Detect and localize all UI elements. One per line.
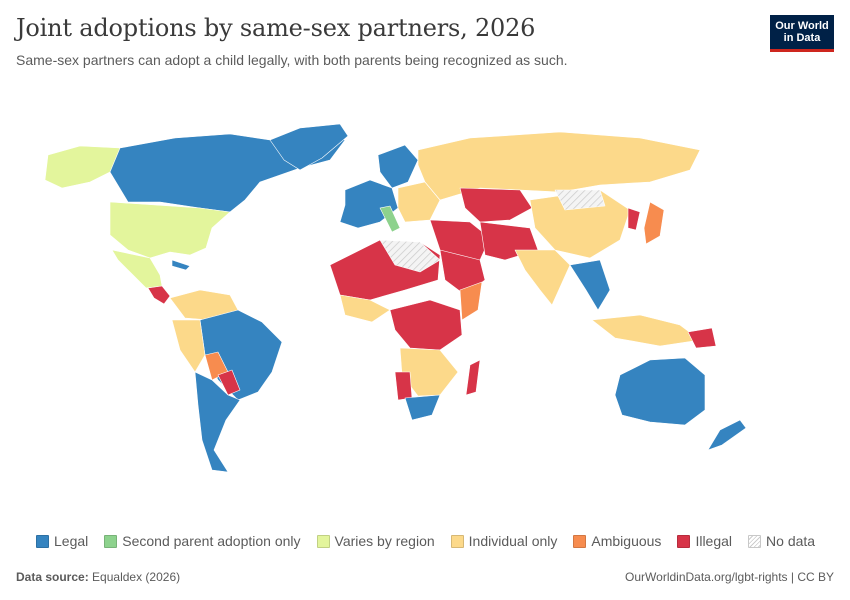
- legend-swatch-individual: [450, 534, 464, 548]
- region-new-zealand[interactable]: [707, 419, 747, 451]
- legend-item-ambiguous[interactable]: Ambiguous: [573, 533, 661, 549]
- world-map[interactable]: [0, 110, 850, 480]
- data-source-value[interactable]: Equaldex (2026): [92, 570, 181, 584]
- region-japan[interactable]: [643, 201, 665, 245]
- legend-label: Legal: [54, 533, 89, 549]
- data-source-label: Data source:: [16, 570, 89, 584]
- legend-item-no-data[interactable]: No data: [748, 533, 815, 549]
- legend-item-varies[interactable]: Varies by region: [316, 533, 435, 549]
- region-papua[interactable]: [687, 327, 717, 349]
- region-russia[interactable]: [417, 131, 701, 201]
- region-central-africa[interactable]: [389, 299, 463, 351]
- region-southern-cone[interactable]: [194, 371, 241, 473]
- legend-label: No data: [766, 533, 816, 549]
- region-korea[interactable]: [627, 207, 641, 231]
- legend-item-illegal[interactable]: Illegal: [677, 533, 732, 549]
- legend-label: Second parent adoption only: [122, 533, 301, 549]
- legend-swatch-no-data: [748, 534, 762, 548]
- chart-title: Joint adoptions by same-sex partners, 20…: [16, 14, 536, 42]
- region-kazakhstan[interactable]: [459, 187, 533, 223]
- region-east-africa[interactable]: [459, 281, 483, 321]
- legend-swatch-varies: [316, 534, 330, 548]
- data-source: Data source: Equaldex (2026): [16, 570, 180, 584]
- region-scandinavia[interactable]: [377, 144, 419, 189]
- region-west-europe[interactable]: [339, 179, 399, 229]
- region-sahara-nodata[interactable]: [379, 239, 441, 273]
- region-west-africa[interactable]: [339, 294, 391, 323]
- region-greenland[interactable]: [269, 123, 349, 171]
- region-paraguay[interactable]: [217, 369, 241, 396]
- legend-swatch-ambiguous: [573, 534, 587, 548]
- legend-swatch-second-parent: [104, 534, 118, 548]
- region-usa[interactable]: [109, 201, 231, 259]
- logo-line-1: Our World: [775, 20, 829, 32]
- region-caribbean[interactable]: [171, 259, 191, 271]
- region-australia[interactable]: [614, 357, 706, 426]
- legend-swatch-legal: [36, 534, 49, 548]
- legend-item-second-parent[interactable]: Second parent adoption only: [104, 533, 301, 549]
- region-namibia[interactable]: [394, 371, 413, 401]
- region-peru[interactable]: [171, 319, 206, 373]
- region-south-africa[interactable]: [404, 394, 441, 421]
- region-mongolia[interactable]: [554, 189, 606, 211]
- legend: Legal Second parent adoption only Varies…: [36, 533, 831, 549]
- logo-line-2: in Data: [783, 32, 821, 44]
- region-madagascar[interactable]: [465, 359, 481, 396]
- region-china[interactable]: [529, 189, 631, 259]
- region-italy[interactable]: [379, 205, 401, 233]
- legend-item-legal[interactable]: Legal: [36, 533, 88, 549]
- chart-subtitle: Same-sex partners can adopt a child lega…: [16, 52, 568, 68]
- legend-label: Illegal: [695, 533, 733, 549]
- owid-logo[interactable]: Our World in Data: [770, 15, 834, 52]
- footer-link[interactable]: OurWorldinData.org/lgbt-rights | CC BY: [625, 570, 834, 584]
- region-indonesia[interactable]: [591, 314, 701, 347]
- region-india[interactable]: [514, 249, 571, 306]
- legend-label: Varies by region: [334, 533, 435, 549]
- legend-label: Individual only: [468, 533, 558, 549]
- region-central-america[interactable]: [147, 285, 171, 305]
- legend-item-individual[interactable]: Individual only: [450, 533, 558, 549]
- legend-swatch-illegal: [677, 534, 691, 548]
- region-southeast-asia[interactable]: [569, 259, 611, 311]
- legend-label: Ambiguous: [591, 533, 662, 549]
